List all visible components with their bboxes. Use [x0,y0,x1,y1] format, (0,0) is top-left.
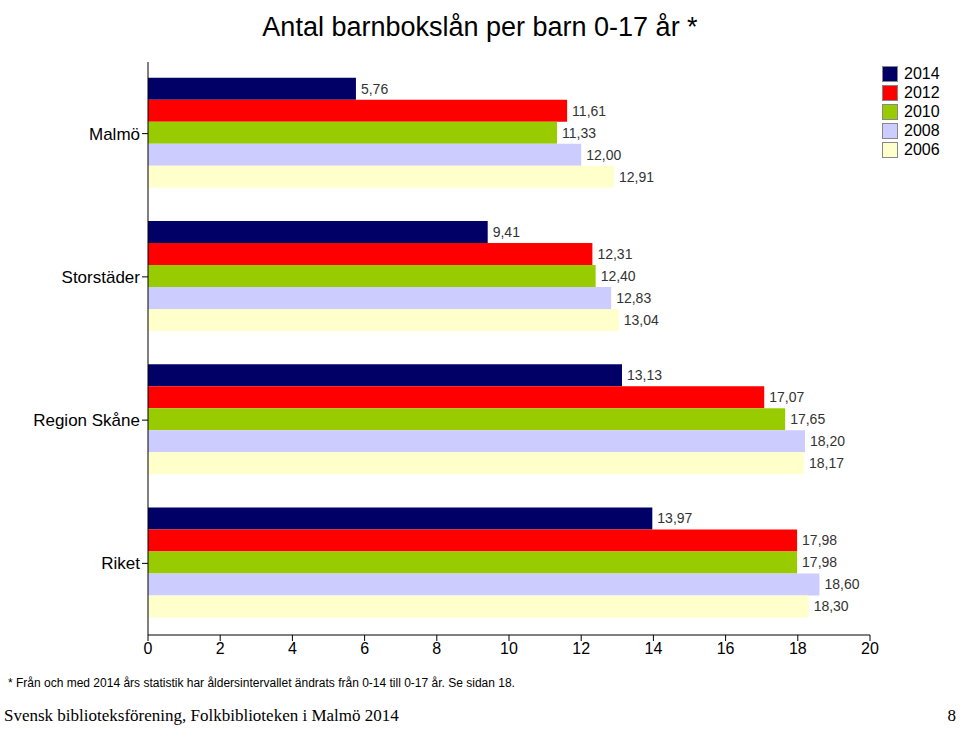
html-text:2006: 2006 [904,140,940,158]
svg-text:12,83: 12,83 [616,290,651,306]
svg-text:Region Skåne: Region Skåne [33,411,140,430]
svg-text:10: 10 [500,640,518,657]
svg-text:18,20: 18,20 [810,433,845,449]
svg-text:9,41: 9,41 [493,224,520,240]
svg-text:12,31: 12,31 [597,246,632,262]
html-text:2014: 2014 [904,64,940,82]
svg-text:0: 0 [144,640,153,657]
svg-text:Malmö: Malmö [89,125,140,144]
html-text:2010: 2010 [904,102,940,120]
svg-text:17,98: 17,98 [802,554,837,570]
svg-text:17,07: 17,07 [769,389,804,405]
svg-text:5,76: 5,76 [361,81,388,97]
html-text:2012: 2012 [904,83,940,101]
svg-text:13,97: 13,97 [657,510,692,526]
svg-text:18,17: 18,17 [809,455,844,471]
html-text:* Från och med 2014 års statis: * Från och med 2014 års statistik har ål… [8,676,515,690]
svg-text:13,13: 13,13 [627,367,662,383]
svg-text:2: 2 [216,640,225,657]
svg-text:12: 12 [572,640,590,657]
svg-text:17,98: 17,98 [802,532,837,548]
svg-text:11,61: 11,61 [572,103,606,119]
svg-text:11,33: 11,33 [562,125,596,141]
svg-text:8: 8 [432,640,441,657]
svg-text:14: 14 [645,640,663,657]
svg-text:6: 6 [360,640,369,657]
svg-text:12,91: 12,91 [619,169,654,185]
svg-text:16: 16 [717,640,735,657]
svg-text:18: 18 [789,640,807,657]
svg-text:4: 4 [288,640,297,657]
svg-text:13,04: 13,04 [624,312,659,328]
svg-text:20: 20 [861,640,879,657]
html-text:Svensk biblioteksförening, Fol: Svensk biblioteksförening, Folkbibliotek… [4,706,399,725]
svg-text:Storstäder: Storstäder [62,268,141,287]
html-text:8: 8 [947,706,956,725]
svg-text:18,60: 18,60 [824,576,859,592]
html-text:2008: 2008 [904,121,940,139]
html-text:Antal barnbokslån per barn 0-1: Antal barnbokslån per barn 0-17 år * [262,12,698,42]
svg-text:17,65: 17,65 [790,411,825,427]
svg-text:18,30: 18,30 [814,598,849,614]
svg-text:12,00: 12,00 [586,147,621,163]
svg-text:12,40: 12,40 [601,268,636,284]
svg-text:Riket: Riket [101,554,140,573]
